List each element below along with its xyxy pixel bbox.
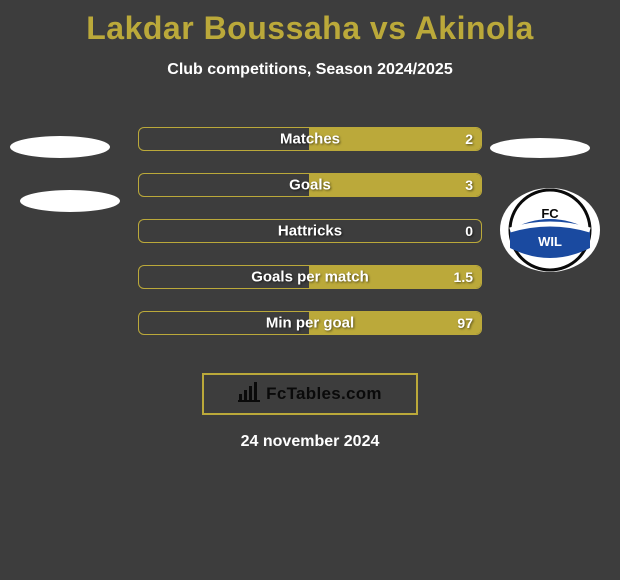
page-title: Lakdar Boussaha vs Akinola (0, 10, 620, 47)
page-subtitle: Club competitions, Season 2024/2025 (0, 61, 620, 79)
player1-placeholder-ellipse (20, 190, 120, 212)
player2-placeholder-ellipse (490, 138, 590, 158)
brand-text: FcTables.com (266, 384, 382, 404)
stat-value-right: 2 (465, 131, 473, 147)
comparison-card: Lakdar Boussaha vs Akinola Club competit… (0, 10, 620, 451)
stat-row: Min per goal 97 (0, 301, 620, 347)
stat-value-right: 3 (465, 177, 473, 193)
stat-value-right: 0 (465, 223, 473, 239)
fc-wil-badge: FC WIL (500, 188, 600, 272)
stat-bar: Matches 2 (138, 127, 482, 151)
stat-label: Goals (289, 177, 331, 194)
brand-badge[interactable]: FcTables.com (202, 373, 418, 415)
club-badge-icon: FC WIL (500, 188, 600, 272)
stat-value-right: 1.5 (454, 269, 473, 285)
stat-label: Min per goal (266, 315, 354, 332)
stat-bar: Goals 3 (138, 173, 482, 197)
stat-label: Matches (280, 131, 340, 148)
stat-label: Hattricks (278, 223, 342, 240)
stat-bar: Hattricks 0 (138, 219, 482, 243)
stat-value-right: 97 (457, 315, 473, 331)
player1-placeholder-ellipse (10, 136, 110, 158)
stat-bar: Goals per match 1.5 (138, 265, 482, 289)
chart-icon (238, 382, 260, 407)
bar-fill-right (309, 174, 481, 196)
svg-text:WIL: WIL (538, 234, 562, 249)
date-label: 24 november 2024 (0, 433, 620, 451)
stat-bar: Min per goal 97 (138, 311, 482, 335)
stat-label: Goals per match (251, 269, 369, 286)
svg-text:FC: FC (541, 206, 559, 221)
